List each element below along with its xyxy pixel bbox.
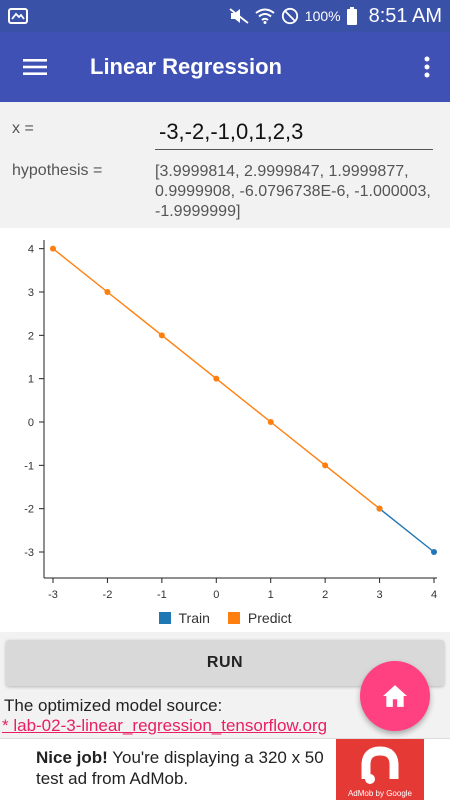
data-point-predict <box>104 289 111 295</box>
y-tick-label: -1 <box>24 460 34 472</box>
ad-headline: Nice job! <box>36 748 108 767</box>
data-point-predict <box>322 462 329 469</box>
y-tick-label: 4 <box>28 244 34 256</box>
x-tick-label: 2 <box>322 589 328 601</box>
x-tick-label: -3 <box>48 589 58 601</box>
y-tick-label: 1 <box>28 374 34 386</box>
home-icon <box>383 685 407 707</box>
y-tick-label: -3 <box>24 547 34 559</box>
x-tick-label: -2 <box>103 589 113 601</box>
gallery-notification-icon <box>8 8 28 24</box>
ad-banner[interactable]: Nice job! You're displaying a 320 x 50 t… <box>0 738 450 800</box>
legend-item-train: Train <box>158 610 210 626</box>
hypothesis-label: hypothesis = <box>12 162 103 179</box>
data-point-predict <box>376 505 383 512</box>
y-tick-label: 2 <box>28 330 34 342</box>
hamburger-menu-icon <box>23 59 47 75</box>
mute-icon <box>229 8 249 24</box>
app-bar: Linear Regression <box>0 32 450 102</box>
more-vertical-icon <box>424 56 430 78</box>
admob-logo: AdMob by Google <box>336 739 424 800</box>
input-form: x = hypothesis = [3.9999814, 2.9999847, … <box>0 102 450 228</box>
x-label: x = <box>12 120 34 137</box>
x-tick-label: 1 <box>268 589 274 601</box>
regression-chart: -3 -2 -1 0 1 2 3 4 -3 -2 -1 0 1 2 3 4 Train Predict <box>0 228 450 632</box>
chart-canvas: -3 -2 -1 0 1 2 3 4 -3 -2 -1 0 1 2 3 4 <box>24 240 437 601</box>
x-input[interactable] <box>155 114 433 150</box>
series-line-train <box>379 508 435 553</box>
hypothesis-value: [3.9999814, 2.9999847, 1.9999877, 0.9999… <box>155 163 431 220</box>
x-tick-label: 0 <box>213 589 219 601</box>
battery-icon <box>346 7 357 25</box>
y-tick-label: 0 <box>28 417 34 429</box>
y-tick-label: -2 <box>24 504 34 516</box>
source-link[interactable]: * lab-02-3-linear_regression_tensorflow.… <box>2 716 328 735</box>
ad-body: You're displaying a 320 x 50 test ad fro… <box>36 748 324 788</box>
ad-text: Nice job! You're displaying a 320 x 50 t… <box>36 747 336 789</box>
data-point-predict <box>213 375 220 382</box>
navigation-menu-button[interactable] <box>0 32 70 102</box>
admob-icon <box>361 746 399 784</box>
chart-legend: Train Predict <box>0 610 450 626</box>
legend-label: Train <box>178 610 210 626</box>
data-point-train <box>431 549 437 555</box>
overflow-menu-button[interactable] <box>404 32 450 102</box>
source-label: The optimized model source: <box>4 696 223 715</box>
do-not-disturb-icon <box>281 7 298 25</box>
wifi-icon <box>255 8 275 24</box>
page-title: Linear Regression <box>90 54 282 79</box>
clock: 8:51 AM <box>368 4 442 27</box>
home-fab-button[interactable] <box>360 661 430 731</box>
battery-percent: 100% <box>304 8 341 24</box>
legend-item-predict: Predict <box>227 610 292 626</box>
x-tick-label: -1 <box>157 589 167 601</box>
data-point-predict <box>50 245 56 252</box>
legend-swatch <box>227 612 240 624</box>
x-tick-label: 4 <box>431 589 437 601</box>
ad-caption: AdMob by Google <box>347 789 413 798</box>
x-tick-label: 3 <box>377 589 383 601</box>
legend-label: Predict <box>247 610 292 626</box>
status-bar: 100% 8:51 AM <box>0 0 450 32</box>
legend-swatch <box>158 612 171 624</box>
data-point-predict <box>158 332 165 339</box>
y-tick-label: 3 <box>28 287 34 299</box>
data-point-predict <box>267 419 274 425</box>
